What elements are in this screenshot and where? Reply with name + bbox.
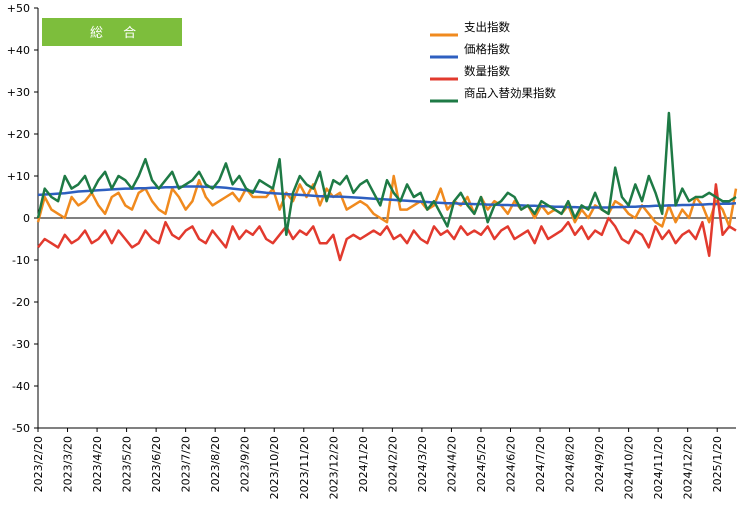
y-tick-label: +20	[7, 128, 30, 141]
x-tick-label: 2023/6/20	[150, 436, 163, 492]
x-tick-label: 2024/4/20	[445, 436, 458, 492]
y-axis: -50 -40 -30 -20 -10 0 +10 +20 +30 +40 +50	[7, 2, 736, 435]
x-tick-label: 2024/9/20	[593, 436, 606, 492]
x-tick-label: 2024/7/20	[534, 436, 547, 492]
y-tick-label: -10	[12, 254, 30, 267]
series-line-2	[37, 183, 737, 262]
legend-label-3: 商品入替効果指数	[464, 86, 556, 100]
x-tick-label: 2024/12/20	[682, 436, 695, 499]
x-tick-label: 2023/11/20	[298, 436, 311, 499]
badge: 総 合	[42, 18, 182, 46]
x-tick-label: 2024/3/20	[416, 436, 429, 492]
x-tick-label: 2024/8/20	[564, 436, 577, 492]
y-tick-label: -50	[12, 422, 30, 435]
series-line-3	[36, 111, 737, 237]
y-tick-label: +40	[7, 44, 30, 57]
legend-label-1: 価格指数	[464, 42, 510, 56]
y-tick-label: +30	[7, 86, 30, 99]
x-tick-label: 2023/9/20	[239, 436, 252, 492]
x-tick-label: 2023/4/20	[91, 436, 104, 492]
y-tick-label: -20	[12, 296, 30, 309]
x-tick-label: 2023/3/20	[62, 436, 75, 492]
series-line-0	[36, 174, 738, 228]
x-tick-label: 2024/11/20	[652, 436, 665, 499]
y-tick-label: -40	[12, 380, 30, 393]
x-axis: 2023/2/20 2023/3/20 2023/4/20 2023/5/20 2023…	[32, 428, 724, 499]
badge-label: 総 合	[90, 26, 144, 41]
x-tick-label: 2024/2/20	[386, 436, 399, 492]
x-tick-label: 2023/12/20	[327, 436, 340, 499]
x-tick-label: 2023/7/20	[180, 436, 193, 492]
x-tick-label: 2023/2/20	[32, 436, 45, 492]
y-tick-label: -30	[12, 338, 30, 351]
series-lines	[36, 111, 738, 262]
x-tick-label: 2023/8/20	[209, 436, 222, 492]
x-tick-label: 2025/1/20	[711, 436, 724, 492]
x-tick-label: 2023/5/20	[121, 436, 134, 492]
x-tick-label: 2023/10/20	[268, 436, 281, 499]
legend-label-2: 数量指数	[464, 64, 510, 78]
series-line-1	[37, 185, 737, 209]
x-tick-label: 2024/5/20	[475, 436, 488, 492]
y-tick-label: +50	[7, 2, 30, 15]
y-tick-label: +10	[7, 170, 30, 183]
legend-label-0: 支出指数	[464, 20, 510, 34]
x-tick-label: 2024/6/20	[504, 436, 517, 492]
y-tick-label: 0	[23, 212, 30, 225]
badge-background	[42, 18, 182, 46]
x-tick-label: 2024/1/20	[357, 436, 370, 492]
x-tick-label: 2024/10/20	[623, 436, 636, 499]
